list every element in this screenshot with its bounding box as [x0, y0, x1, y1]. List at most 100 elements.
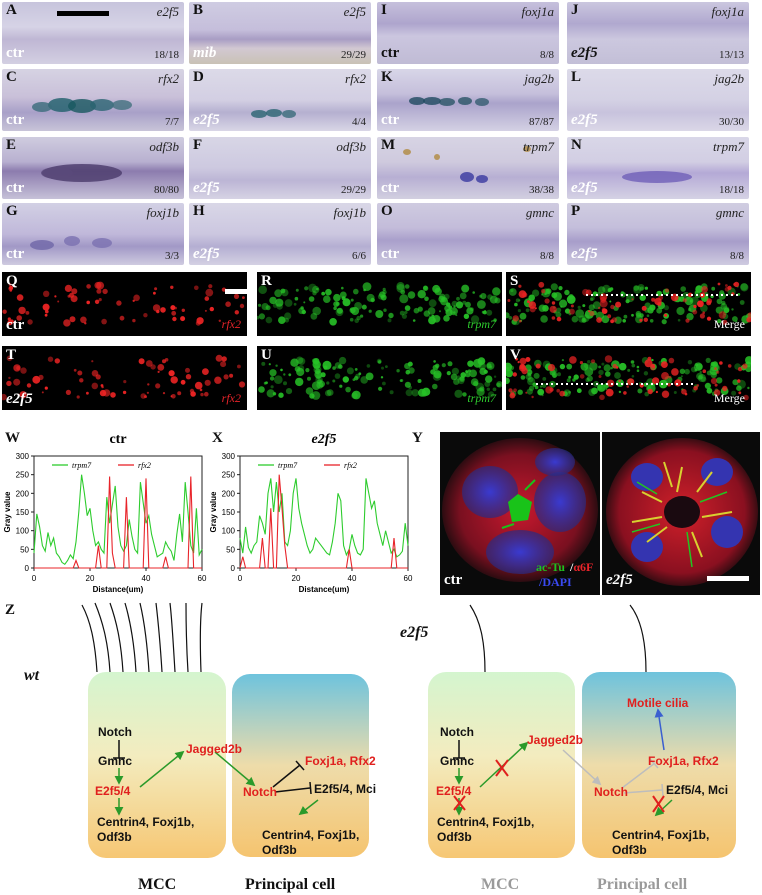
node-targets-mcc-e2f5-1: Centrin4, Foxj1b,: [437, 815, 535, 829]
node-targets-pc-e2f5-1: Centrin4, Foxj1b,: [612, 828, 710, 842]
embryo-ratio: 8/8: [729, 250, 744, 262]
plot-frame: [33, 455, 203, 569]
ish-image-D: [189, 69, 371, 131]
panel-letter-B: B: [193, 2, 204, 18]
y-stain-a6f: /α6F: [570, 560, 594, 574]
ish-image-H: [189, 203, 371, 265]
caption-mcc-e2f5: MCC: [481, 876, 520, 893]
panel-letter-S: S: [510, 273, 519, 289]
embryo-ratio: 4/4: [351, 116, 366, 128]
panel-letter-R: R: [261, 273, 272, 289]
y-tick-label: 200: [222, 489, 236, 498]
ish-image-C: [2, 69, 184, 131]
panel-letter-C: C: [6, 69, 17, 85]
gene-label: odf3b: [336, 139, 366, 154]
embryo-ratio: 8/8: [539, 250, 554, 262]
panel-letter-Y: Y: [412, 430, 423, 446]
ish-image-O: [377, 203, 559, 265]
panel-letter-Q: Q: [6, 273, 18, 289]
x-tick-label: 40: [142, 574, 151, 583]
panel-letter-A: A: [6, 2, 17, 18]
principal-cell-e2f5: [582, 672, 736, 858]
gene-label: foxj1a: [521, 4, 555, 19]
confocal-ctr-image: ctr ac-Tu /α6F /DAPI: [440, 432, 600, 595]
embryo-ratio: 87/87: [528, 116, 554, 128]
panel-letter-T: T: [6, 347, 17, 363]
panel-letter-P: P: [571, 203, 581, 219]
panel-letter-W: W: [5, 430, 20, 446]
ish-image-F: [189, 137, 371, 199]
condition-label: e2f5: [193, 112, 220, 128]
node-e2f5-mci-wt: E2f5/4, Mci: [314, 782, 377, 796]
panel-letter-Z: Z: [5, 602, 16, 618]
panel-letter-U: U: [261, 347, 272, 363]
node-gmnc-e2f5: Gmnc: [440, 754, 475, 768]
channel-label: rfx2: [221, 391, 241, 405]
ish-image-B: [189, 2, 371, 64]
x-tick-label: 60: [198, 574, 207, 583]
y-tick-label: 250: [222, 471, 236, 480]
fluorescence-panel-S: S Merge: [506, 272, 751, 336]
x-tick-label: 20: [86, 574, 95, 583]
gene-label: e2f5: [343, 4, 366, 19]
condition-label: ctr: [6, 317, 25, 333]
condition-label: ctr: [6, 45, 25, 61]
fluorescence-image-V: [506, 355, 751, 401]
block-x-marks: [453, 759, 665, 813]
panel-letter-V: V: [510, 347, 521, 363]
y-axis-label: Gray value: [209, 491, 218, 532]
condition-label: e2f5: [571, 112, 598, 128]
cilium-e2f5-mcc: [469, 604, 486, 673]
y-tick-label: 100: [222, 527, 236, 536]
signaling-diagram: [81, 602, 736, 858]
y-tick-label: 50: [226, 545, 235, 554]
ish-image-N: [567, 137, 749, 199]
fluorescence-image-U: [258, 356, 502, 400]
legend-label-rfx2: rfx2: [344, 461, 357, 470]
series-line-rfx2: [239, 474, 408, 569]
cilia-wt: [81, 602, 203, 673]
gene-label: odf3b: [149, 139, 179, 154]
panel-letter-M: M: [381, 137, 396, 153]
panel-letter-N: N: [571, 137, 582, 153]
node-notch-mcc-e2f5: Notch: [440, 725, 474, 739]
scale-bar-y: [707, 576, 749, 581]
ish-image-P: [567, 203, 749, 265]
ish-image-J: [567, 2, 749, 64]
series-line-rfx2: [34, 476, 202, 569]
confocal-e2f5-image: e2f5: [602, 432, 760, 595]
gene-label: foxj1b: [333, 205, 367, 220]
condition-label: e2f5: [571, 180, 598, 196]
embryo-ratio: 13/13: [718, 49, 744, 61]
node-jagged2b-e2f5: Jagged2b: [527, 733, 584, 747]
x-tick-label: 60: [404, 574, 413, 583]
node-targets-mcc-wt-2: Odf3b: [97, 830, 132, 844]
embryo-ratio: 8/8: [539, 49, 554, 61]
scale-bar-a: [57, 11, 109, 16]
condition-label: ctr: [6, 112, 25, 128]
panel-letter-J: J: [571, 2, 579, 18]
embryo-ratio: 18/18: [153, 49, 179, 61]
legend-label-trpm7: trpm7: [72, 461, 92, 470]
line-chart-ctr: ctr 0 20 40 60 0 50 100 150 200 250 300 Distance(um)…: [3, 432, 207, 594]
embryo-ratio: 18/18: [718, 184, 744, 196]
channel-label: Merge: [713, 317, 745, 331]
gene-label: e2f5: [156, 4, 179, 19]
x-tick-label: 0: [238, 574, 243, 583]
node-notch-pc-wt: Notch: [243, 785, 277, 799]
y-stain-dapi: /DAPI: [539, 575, 572, 589]
y-tick-label: 0: [231, 564, 236, 573]
fluorescence-image-T: [2, 354, 246, 401]
gene-label: rfx2: [345, 71, 366, 86]
gene-label: jag2b: [524, 71, 554, 86]
channel-label: trpm7: [467, 391, 496, 405]
panel-letter-H: H: [193, 203, 205, 219]
